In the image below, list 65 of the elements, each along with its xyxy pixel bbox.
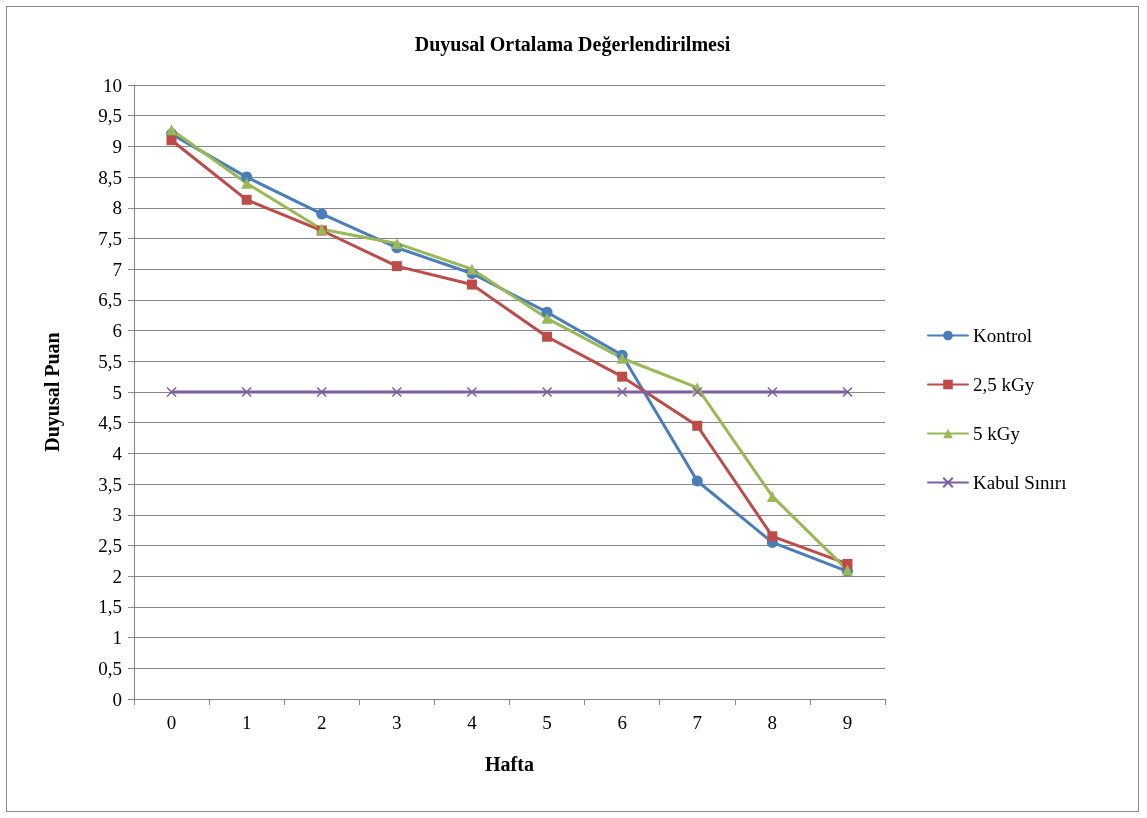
point xyxy=(842,386,853,398)
point xyxy=(842,558,853,569)
point xyxy=(766,490,778,502)
x-tick-label: 8 xyxy=(767,712,778,733)
x-tick-label: 6 xyxy=(617,712,627,733)
point xyxy=(166,124,178,136)
legend-label: 5 kGy xyxy=(973,423,1021,444)
point xyxy=(391,261,402,272)
point xyxy=(692,420,703,431)
x-tick-label: 0 xyxy=(166,712,177,733)
x-axis-title: Hafta xyxy=(485,753,534,775)
point xyxy=(466,386,478,398)
y-tick-label: 4 xyxy=(112,442,123,464)
y-tick-label: 5,5 xyxy=(98,350,122,372)
y-tick-label: 3 xyxy=(112,504,122,526)
point xyxy=(541,312,553,324)
point xyxy=(316,386,327,398)
point xyxy=(166,386,177,398)
point xyxy=(241,194,252,205)
point xyxy=(616,386,628,398)
chart-title: Duyusal Ortalama Değerlendirilmesi xyxy=(414,33,731,56)
point xyxy=(466,279,477,290)
y-tick-label: 8 xyxy=(112,197,122,219)
x-tick-label: 1 xyxy=(241,712,252,733)
x-tick-label: 9 xyxy=(842,712,853,733)
y-tick-label: 2,5 xyxy=(98,535,122,556)
y-tick-label: 8,5 xyxy=(98,166,122,188)
y-tick-label: 0 xyxy=(112,688,122,710)
point xyxy=(541,386,553,398)
y-tick-label: 7,5 xyxy=(98,228,122,249)
legend-label: Kontrol xyxy=(973,325,1033,346)
y-tick-label: 5 xyxy=(112,381,122,403)
point xyxy=(767,386,778,398)
point xyxy=(692,386,703,398)
y-tick-label: 0,5 xyxy=(98,657,122,679)
point xyxy=(542,331,553,342)
y-tick-label: 7 xyxy=(112,258,122,280)
y-tick-label: 9,5 xyxy=(98,105,122,127)
y-axis-title: Duyusal Puan xyxy=(41,332,64,452)
point xyxy=(617,371,628,382)
x-tick-label: 5 xyxy=(542,712,552,733)
point xyxy=(241,386,252,398)
point xyxy=(466,263,478,275)
y-tick-label: 9 xyxy=(112,135,122,157)
y-tick-label: 10 xyxy=(103,74,122,96)
y-tick-label: 2 xyxy=(112,565,122,587)
point xyxy=(316,208,328,220)
point xyxy=(767,531,778,542)
point xyxy=(241,177,253,189)
y-tick-label: 4,5 xyxy=(98,412,122,434)
point xyxy=(391,386,403,398)
point xyxy=(691,475,703,487)
y-tick-label: 3,5 xyxy=(98,473,122,495)
x-tick-label: 3 xyxy=(392,712,402,733)
y-tick-label: 6 xyxy=(112,320,122,342)
x-tick-label: 2 xyxy=(317,712,327,733)
point xyxy=(391,237,403,249)
y-tick-label: 1,5 xyxy=(98,596,122,618)
x-tick-label: 7 xyxy=(692,712,702,733)
legend-label: 2,5 kGy xyxy=(973,374,1035,395)
x-tick-label: 4 xyxy=(467,712,478,733)
y-tick-label: 6,5 xyxy=(98,289,122,311)
point xyxy=(166,135,177,146)
y-tick-label: 1 xyxy=(112,627,122,649)
legend-label: Kabul Sınırı xyxy=(973,472,1067,493)
